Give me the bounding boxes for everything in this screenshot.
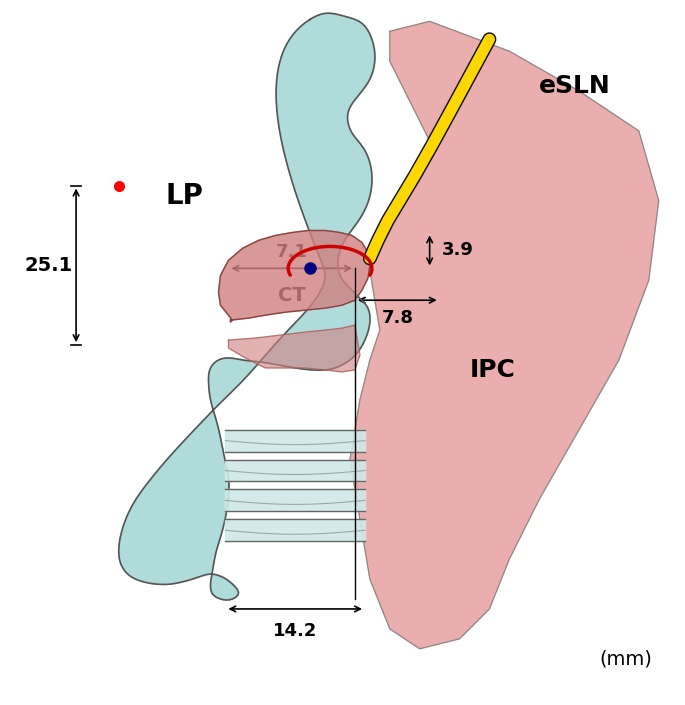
Polygon shape bbox=[225, 489, 365, 511]
Text: LP: LP bbox=[166, 182, 203, 209]
Text: 25.1: 25.1 bbox=[24, 256, 73, 275]
Text: 14.2: 14.2 bbox=[273, 622, 317, 640]
Text: CT: CT bbox=[278, 286, 306, 305]
Text: (mm): (mm) bbox=[599, 649, 652, 668]
Polygon shape bbox=[350, 21, 659, 649]
Text: 7.8: 7.8 bbox=[382, 309, 413, 327]
Text: 3.9: 3.9 bbox=[442, 241, 473, 259]
Text: eSLN: eSLN bbox=[539, 74, 611, 98]
Polygon shape bbox=[219, 231, 370, 322]
Text: IPC: IPC bbox=[469, 358, 515, 382]
Polygon shape bbox=[119, 13, 375, 600]
Polygon shape bbox=[225, 520, 365, 541]
Polygon shape bbox=[229, 325, 360, 372]
Polygon shape bbox=[225, 460, 365, 482]
Text: 7.1: 7.1 bbox=[276, 243, 308, 262]
Polygon shape bbox=[225, 429, 365, 452]
